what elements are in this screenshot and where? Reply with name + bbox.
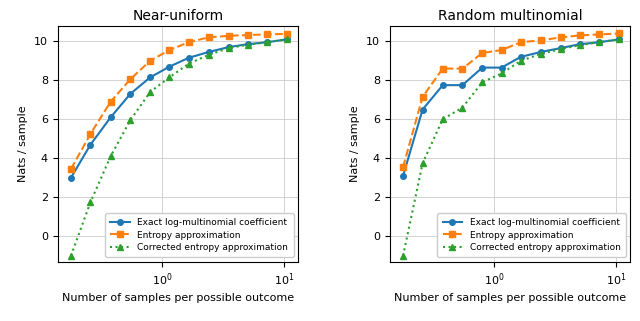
Corrected entropy approximation — [147, 90, 154, 94]
Corrected entropy approximation — [557, 47, 564, 51]
Corrected entropy approximation — [419, 161, 426, 165]
Legend: Exact log-multinomial coefficient, Entropy approximation, Corrected entropy appr: Exact log-multinomial coefficient, Entro… — [437, 213, 626, 257]
Entropy approximation — [557, 35, 564, 39]
Corrected entropy approximation — [205, 53, 212, 57]
Corrected entropy approximation — [479, 80, 486, 84]
Entropy approximation — [439, 67, 447, 71]
Entropy approximation — [517, 40, 525, 44]
Exact log-multinomial coefficient — [498, 66, 506, 70]
Exact log-multinomial coefficient — [185, 56, 193, 60]
Exact log-multinomial coefficient — [557, 46, 564, 50]
Exact log-multinomial coefficient — [107, 115, 115, 119]
Title: Random multinomial: Random multinomial — [438, 9, 582, 23]
Entropy approximation — [225, 34, 232, 38]
Exact log-multinomial coefficient — [166, 65, 173, 69]
Corrected entropy approximation — [399, 254, 407, 258]
Corrected entropy approximation — [576, 43, 584, 47]
Corrected entropy approximation — [244, 43, 252, 47]
Corrected entropy approximation — [67, 254, 75, 258]
Corrected entropy approximation — [517, 59, 525, 63]
Entropy approximation — [283, 32, 291, 36]
Legend: Exact log-multinomial coefficient, Entropy approximation, Corrected entropy appr: Exact log-multinomial coefficient, Entro… — [105, 213, 294, 257]
Exact log-multinomial coefficient — [225, 45, 232, 49]
Corrected entropy approximation — [225, 46, 232, 50]
Corrected entropy approximation — [166, 75, 173, 79]
Corrected entropy approximation — [107, 154, 115, 158]
Line: Exact log-multinomial coefficient: Exact log-multinomial coefficient — [400, 37, 622, 178]
Y-axis label: Nats / sample: Nats / sample — [351, 105, 360, 182]
Title: Near-uniform: Near-uniform — [132, 9, 223, 23]
Exact log-multinomial coefficient — [459, 83, 467, 87]
Exact log-multinomial coefficient — [595, 40, 603, 44]
Line: Entropy approximation: Entropy approximation — [67, 30, 291, 172]
Exact log-multinomial coefficient — [479, 66, 486, 70]
Exact log-multinomial coefficient — [419, 108, 426, 111]
Corrected entropy approximation — [595, 40, 603, 44]
Exact log-multinomial coefficient — [263, 40, 271, 44]
Line: Corrected entropy approximation: Corrected entropy approximation — [399, 36, 623, 259]
Corrected entropy approximation — [537, 52, 545, 56]
Exact log-multinomial coefficient — [283, 38, 291, 41]
Exact log-multinomial coefficient — [127, 92, 134, 96]
Entropy approximation — [205, 35, 212, 39]
Corrected entropy approximation — [86, 200, 94, 204]
Entropy approximation — [419, 95, 426, 99]
Corrected entropy approximation — [439, 117, 447, 121]
Entropy approximation — [107, 100, 115, 104]
X-axis label: Number of samples per possible outcome: Number of samples per possible outcome — [394, 293, 626, 303]
Entropy approximation — [166, 48, 173, 52]
Corrected entropy approximation — [185, 62, 193, 65]
Entropy approximation — [127, 77, 134, 81]
Entropy approximation — [86, 132, 94, 136]
Exact log-multinomial coefficient — [517, 55, 525, 59]
Entropy approximation — [399, 165, 407, 169]
Exact log-multinomial coefficient — [67, 176, 75, 180]
Exact log-multinomial coefficient — [576, 42, 584, 46]
Entropy approximation — [67, 167, 75, 171]
Line: Exact log-multinomial coefficient: Exact log-multinomial coefficient — [68, 37, 290, 180]
Y-axis label: Nats / sample: Nats / sample — [19, 105, 28, 182]
Line: Corrected entropy approximation: Corrected entropy approximation — [67, 36, 291, 259]
Exact log-multinomial coefficient — [147, 75, 154, 79]
Entropy approximation — [615, 31, 623, 35]
Exact log-multinomial coefficient — [537, 50, 545, 54]
Entropy approximation — [263, 32, 271, 36]
Entropy approximation — [185, 40, 193, 44]
Entropy approximation — [576, 33, 584, 37]
Line: Entropy approximation: Entropy approximation — [399, 30, 623, 170]
X-axis label: Number of samples per possible outcome: Number of samples per possible outcome — [62, 293, 294, 303]
Entropy approximation — [595, 32, 603, 36]
Entropy approximation — [147, 59, 154, 63]
Exact log-multinomial coefficient — [399, 174, 407, 178]
Entropy approximation — [459, 67, 467, 71]
Entropy approximation — [479, 51, 486, 55]
Corrected entropy approximation — [263, 40, 271, 44]
Entropy approximation — [244, 33, 252, 37]
Exact log-multinomial coefficient — [615, 38, 623, 41]
Exact log-multinomial coefficient — [86, 143, 94, 147]
Corrected entropy approximation — [283, 38, 291, 41]
Entropy approximation — [537, 39, 545, 42]
Corrected entropy approximation — [459, 106, 467, 109]
Corrected entropy approximation — [127, 118, 134, 122]
Corrected entropy approximation — [615, 38, 623, 41]
Exact log-multinomial coefficient — [205, 50, 212, 54]
Corrected entropy approximation — [498, 72, 506, 75]
Entropy approximation — [498, 48, 506, 52]
Exact log-multinomial coefficient — [439, 83, 447, 87]
Exact log-multinomial coefficient — [244, 42, 252, 46]
